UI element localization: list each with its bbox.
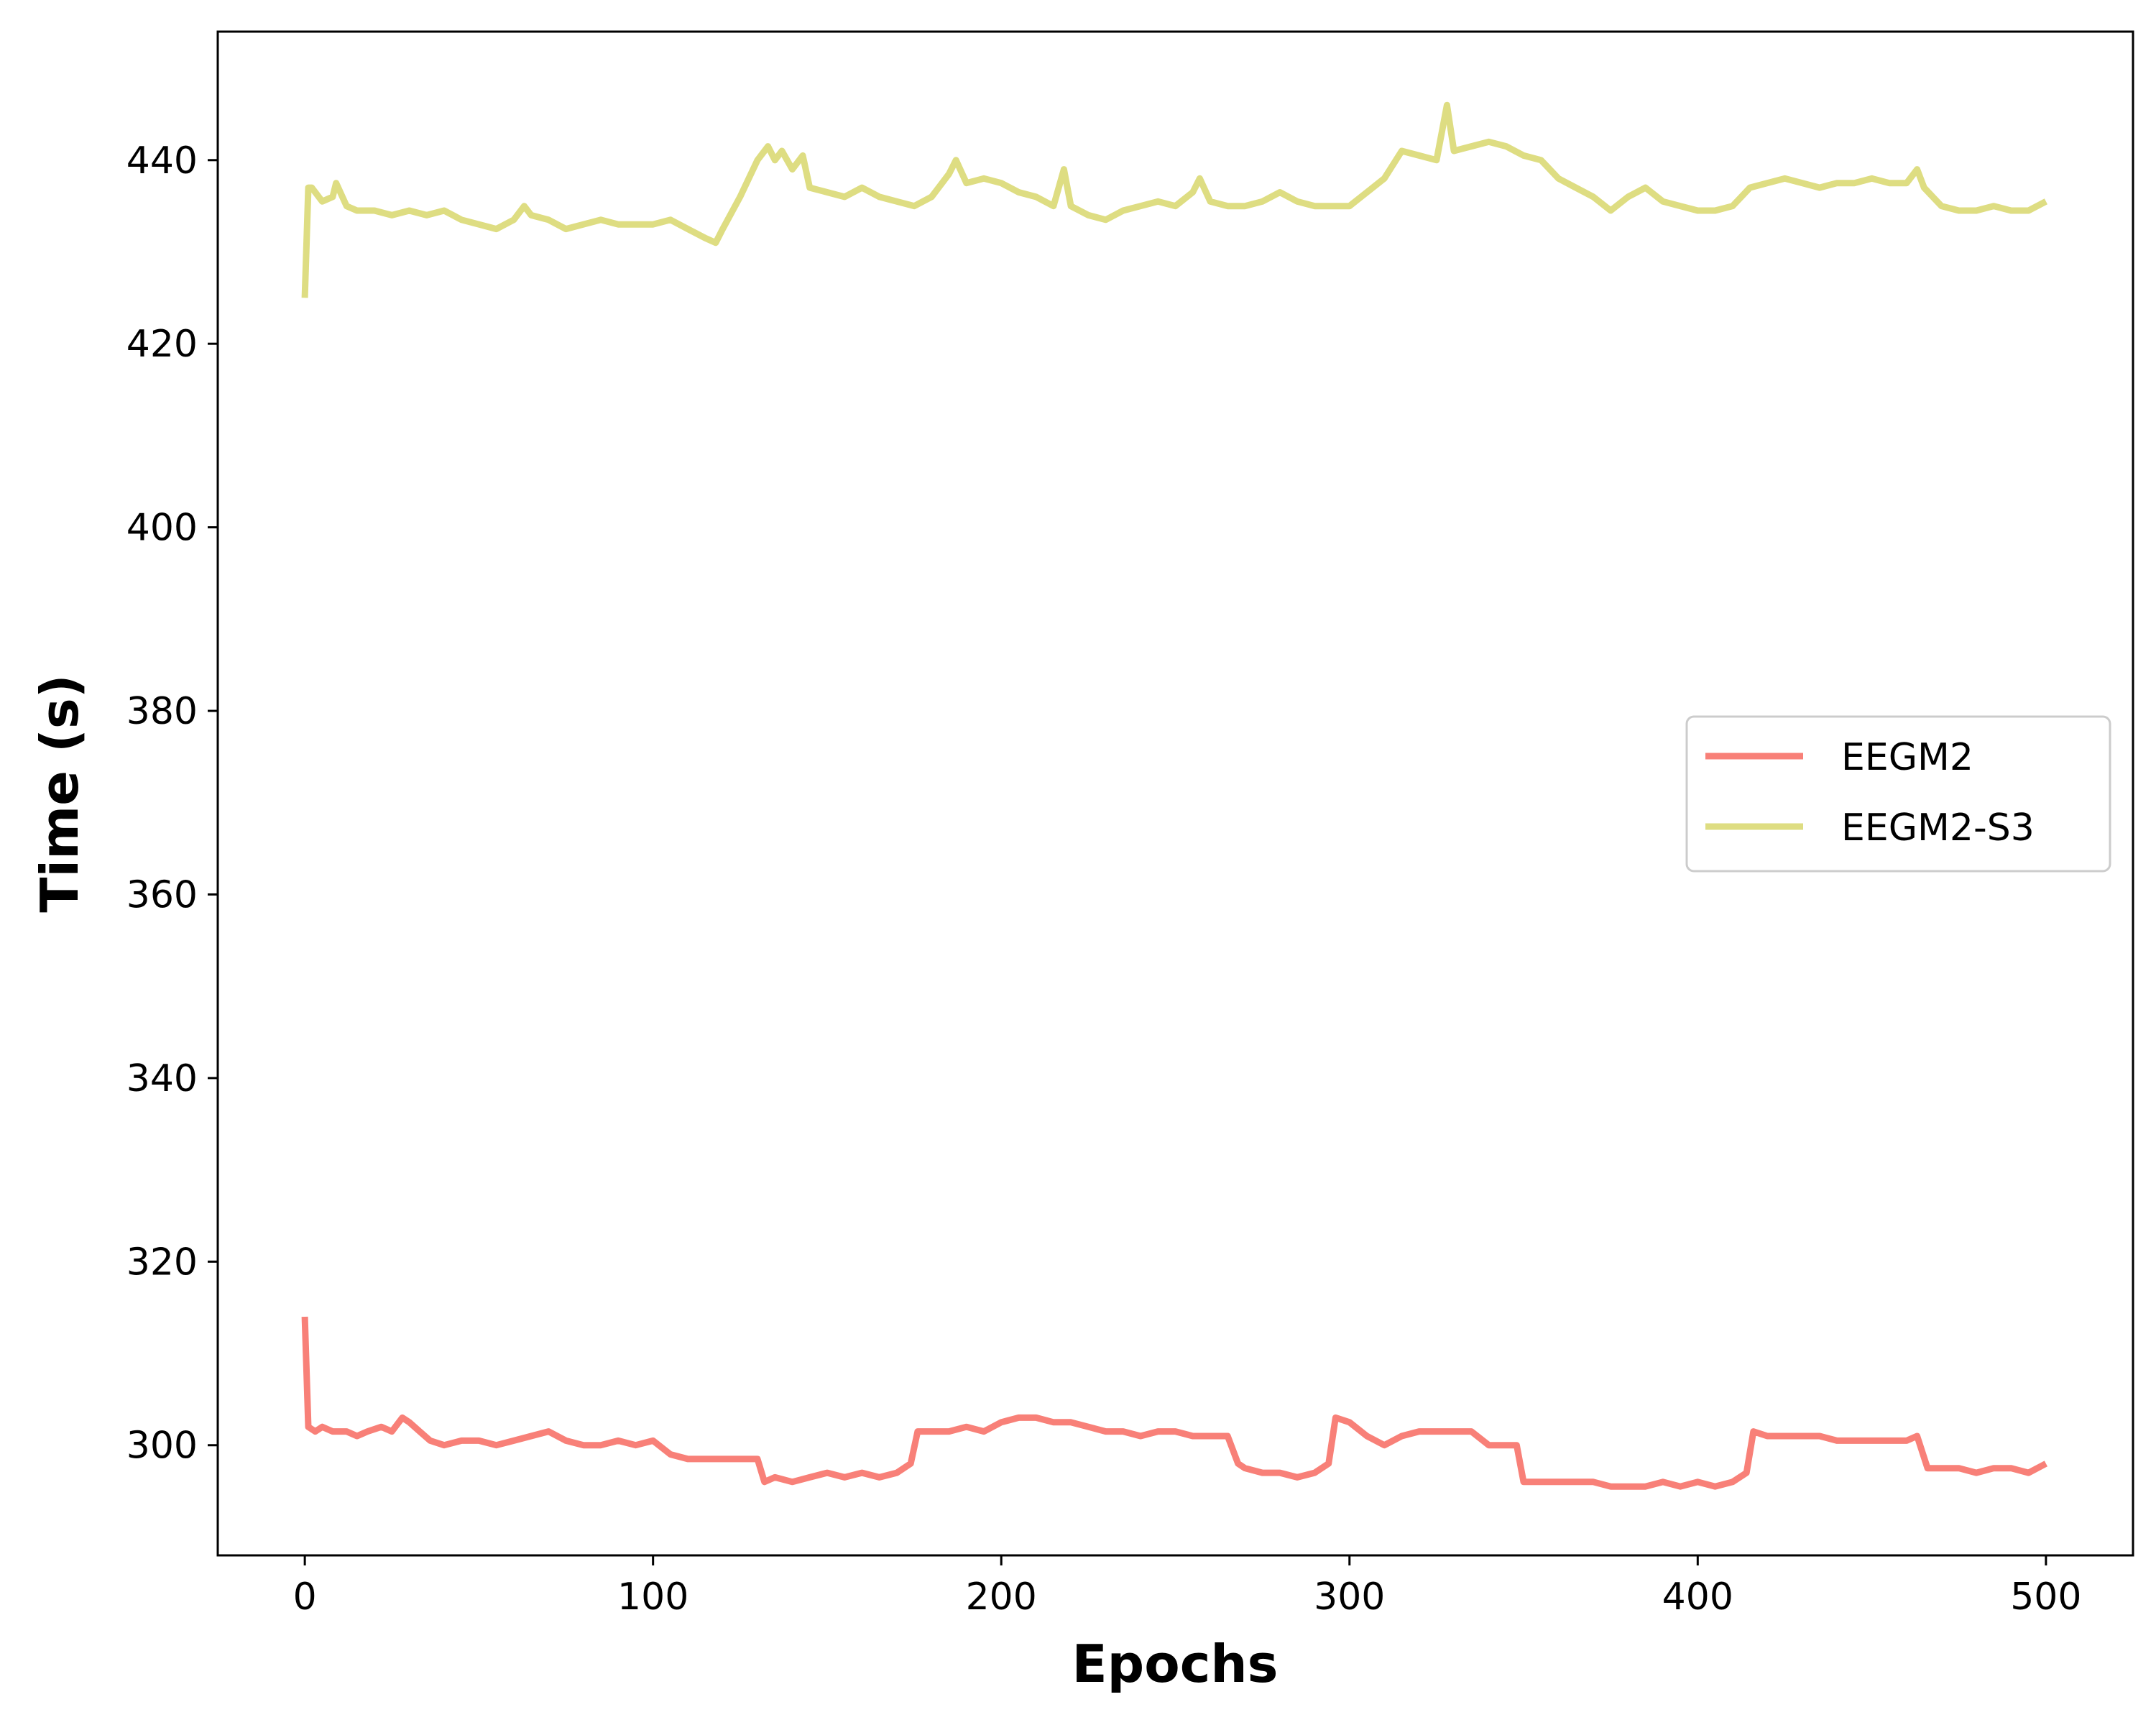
x-tick-label: 500 <box>2010 1576 2081 1619</box>
y-axis: 300 320 340 360 380 400 420 440 <box>126 139 218 1468</box>
series-line-2 <box>301 101 2047 298</box>
legend: EEGM2 EEGM2-S3 <box>1685 715 2111 873</box>
y-tick-label: 320 <box>126 1241 198 1284</box>
y-tick-label: 380 <box>126 690 198 733</box>
series-line-1 <box>301 1316 2047 1490</box>
x-tick-label: 100 <box>617 1576 688 1619</box>
y-tick-label: 440 <box>126 139 198 183</box>
legend-label-1: EEGM2 <box>1841 736 1973 779</box>
x-tick-label: 400 <box>1662 1576 1733 1619</box>
x-tick-label: 0 <box>293 1576 317 1619</box>
x-tick-label: 200 <box>966 1576 1037 1619</box>
y-tick-label: 300 <box>126 1425 198 1468</box>
legend-label-2: EEGM2-S3 <box>1841 806 2035 850</box>
y-tick-label: 360 <box>126 873 198 916</box>
y-tick-label: 400 <box>126 507 198 550</box>
plot-frame <box>216 30 2134 1557</box>
x-axis: 0 100 200 300 400 500 <box>293 1555 2081 1619</box>
series-layer <box>301 101 2047 1490</box>
y-tick-label: 340 <box>126 1057 198 1100</box>
y-tick-label: 420 <box>126 323 198 366</box>
x-axis-label: Epochs <box>1072 1634 1279 1694</box>
y-axis-label: Time (s) <box>29 674 90 912</box>
x-tick-label: 300 <box>1314 1576 1385 1619</box>
